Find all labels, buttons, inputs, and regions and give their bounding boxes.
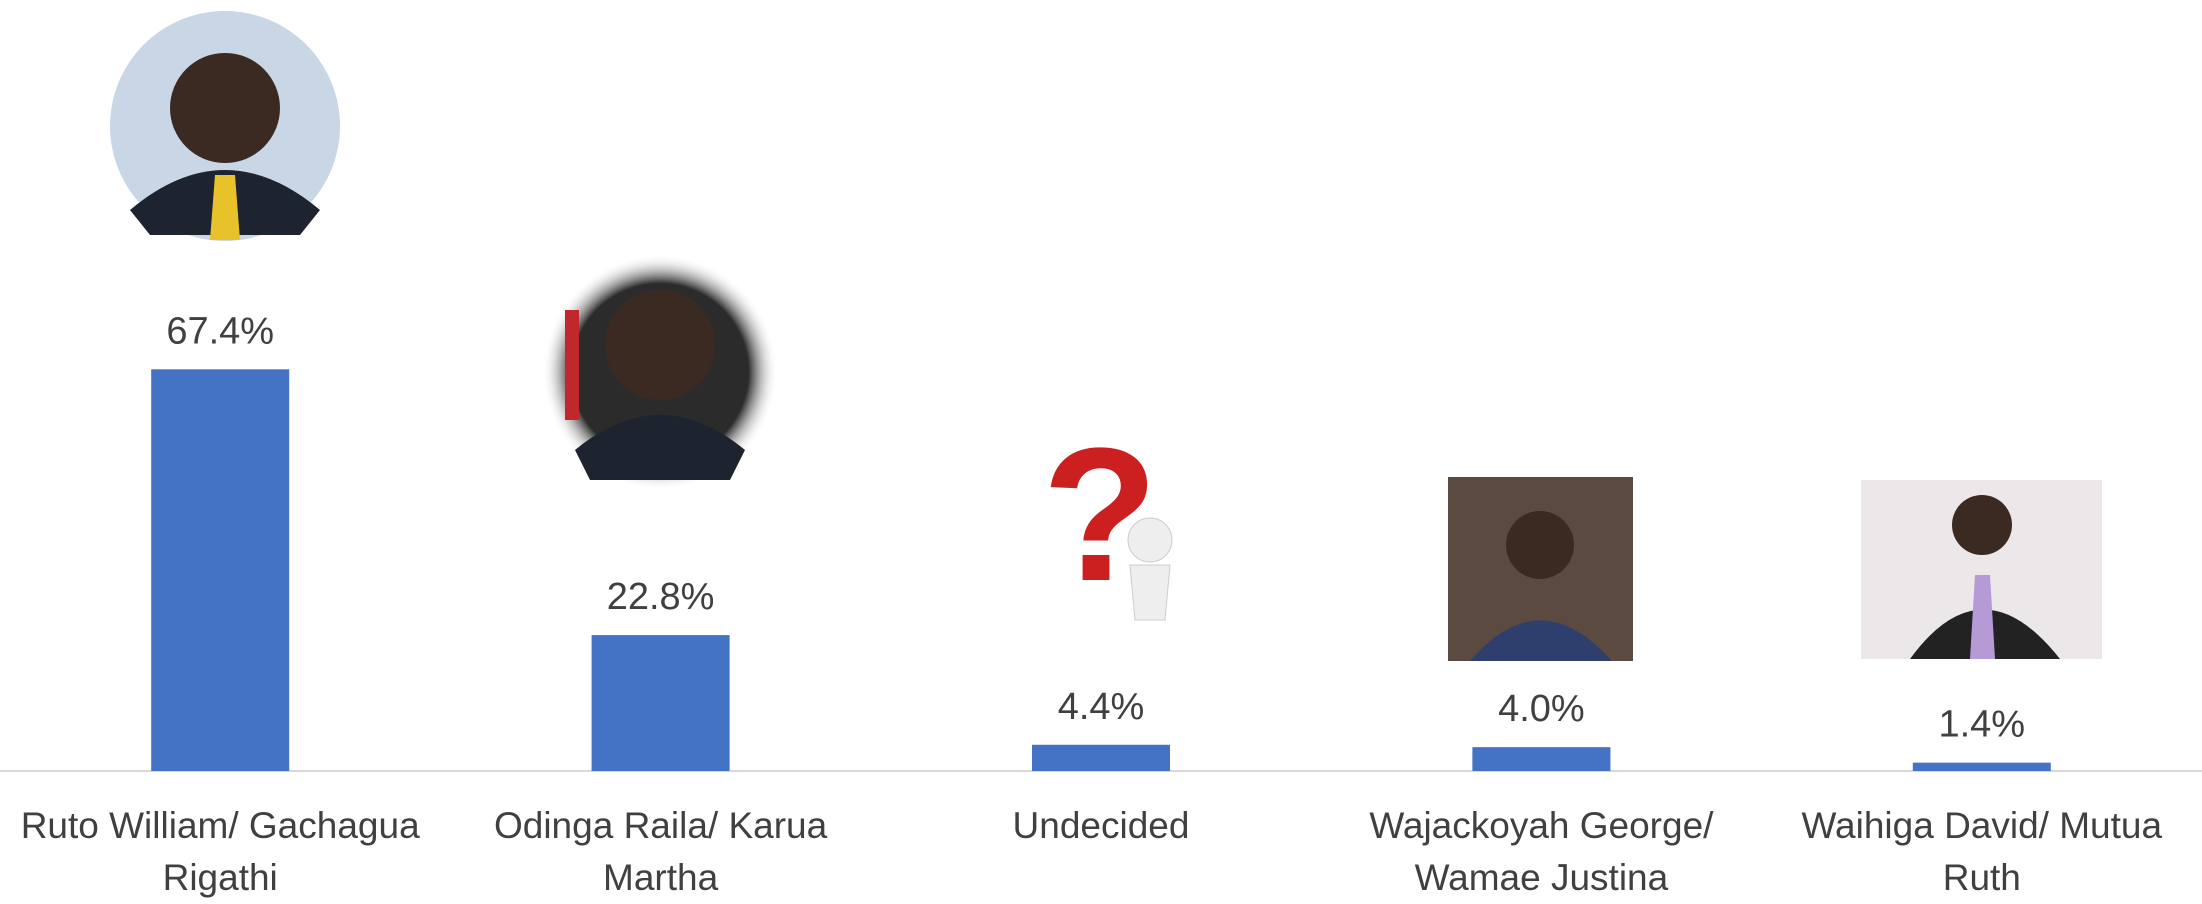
category-label: Wajackoyah George/ Wamae Justina <box>1369 805 1714 898</box>
value-label: 67.4% <box>166 310 274 352</box>
bar <box>1912 762 2051 771</box>
photo-odinga <box>542 254 778 490</box>
photo-ruto <box>110 11 340 241</box>
bar <box>1472 747 1611 771</box>
category-label: Ruto William/ Gachagua Rigathi <box>20 805 420 898</box>
category-label: Waihiga David/ Mutua Ruth <box>1801 805 2163 898</box>
value-label: 4.4% <box>1058 686 1145 728</box>
photo-waihiga <box>1861 480 2102 659</box>
photo-wajackoyah <box>1448 477 1633 661</box>
category-label: Odinga Raila/ Karua Martha <box>493 805 828 898</box>
bar <box>151 369 290 771</box>
category-label: Undecided <box>1012 805 1190 846</box>
bar <box>1032 744 1170 771</box>
value-label: 4.0% <box>1498 688 1585 730</box>
icon-undecided: ? <box>1042 409 1173 621</box>
value-label: 1.4% <box>1938 704 2025 746</box>
value-label: 22.8% <box>607 576 715 618</box>
bar <box>591 635 730 771</box>
